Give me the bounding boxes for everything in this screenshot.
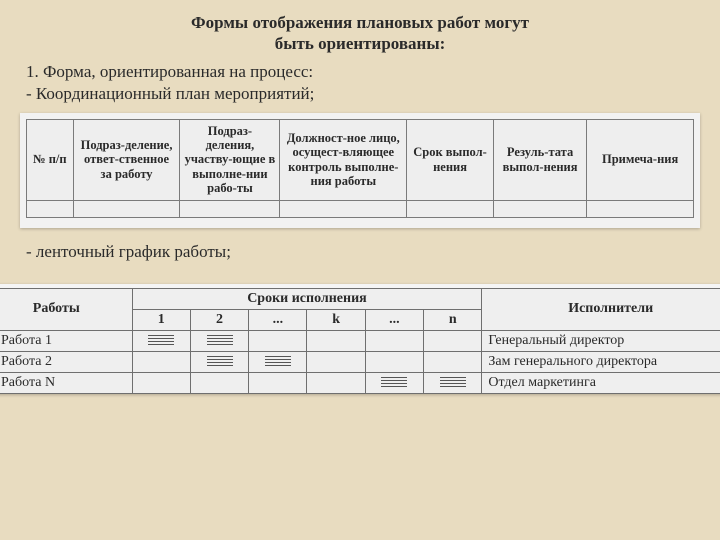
- table-row: 1. Работа 1 Генеральный директор: [0, 330, 720, 351]
- list-block: 1. Форма, ориентированная на процесс: - …: [20, 61, 700, 105]
- item1-num: 1.: [26, 62, 39, 81]
- gantt-cell: [249, 330, 307, 351]
- col-sroki-header: Сроки исполнения: [132, 288, 482, 309]
- time-col-header: ...: [249, 309, 307, 330]
- table1-empty-cell: [180, 200, 280, 217]
- table1-empty-cell: [73, 200, 180, 217]
- table1-empty-cell: [407, 200, 494, 217]
- table1-col-header: Резуль-тата выпол-нения: [493, 119, 586, 200]
- time-col-header: ...: [365, 309, 423, 330]
- gantt-cell: [132, 330, 190, 351]
- table1-empty-cell: [493, 200, 586, 217]
- table1-empty-cell: [280, 200, 407, 217]
- table1-container: № п/пПодраз-деление, ответ-ственное за р…: [20, 113, 700, 228]
- gantt-cell: [190, 351, 248, 372]
- mid-dash: -: [26, 242, 32, 261]
- work-label-cell: 2. Работа 2: [0, 351, 132, 372]
- table2-container: Работы Сроки исполнения Исполнители 12..…: [0, 284, 720, 394]
- item1-sub-dash: -: [26, 84, 32, 103]
- gantt-cell: [307, 351, 365, 372]
- table1-col-header: Подраз-деления, участву-ющие в выполне-н…: [180, 119, 280, 200]
- col-works-header: Работы: [0, 288, 132, 330]
- col-exec-header: Исполнители: [482, 288, 720, 330]
- gantt-cell: [365, 330, 423, 351]
- table1-col-header: Подраз-деление, ответ-ственное за работу: [73, 119, 180, 200]
- gantt-bar: [381, 377, 407, 387]
- table1-header-row: № п/пПодраз-деление, ответ-ственное за р…: [27, 119, 694, 200]
- gantt-bar: [207, 335, 233, 345]
- mid-list-item: - ленточный график работы;: [26, 242, 700, 262]
- table-row: 3. Работа N Отдел маркетинга: [0, 372, 720, 393]
- gantt-cell: [132, 351, 190, 372]
- gantt-bar: [265, 356, 291, 366]
- gantt-cell: [365, 351, 423, 372]
- gantt-bar: [207, 356, 233, 366]
- table1-empty-cell: [27, 200, 74, 217]
- table2-header-row-1: Работы Сроки исполнения Исполнители: [0, 288, 720, 309]
- time-col-header: n: [424, 309, 482, 330]
- item1-sub-text: Координационный план мероприятий;: [36, 84, 314, 103]
- gantt-cell: [190, 330, 248, 351]
- gantt-cell: [190, 372, 248, 393]
- gantt-cell: [249, 372, 307, 393]
- time-col-header: 1: [132, 309, 190, 330]
- work-label-cell: 3. Работа N: [0, 372, 132, 393]
- table1-col-header: Срок выпол-нения: [407, 119, 494, 200]
- gantt-cell: [424, 372, 482, 393]
- gantt-cell: [249, 351, 307, 372]
- title-line-1: Формы отображения плановых работ могут: [191, 13, 529, 32]
- gantt-cell: [424, 351, 482, 372]
- table-row: 2. Работа 2 Зам генерального директора: [0, 351, 720, 372]
- gantt-cell: [307, 330, 365, 351]
- coordination-plan-table: № п/пПодраз-деление, ответ-ственное за р…: [26, 119, 694, 218]
- gantt-cell: [424, 330, 482, 351]
- time-col-header: k: [307, 309, 365, 330]
- page-title: Формы отображения плановых работ могут б…: [20, 12, 700, 55]
- title-line-2: быть ориентированы:: [275, 34, 446, 53]
- table1-col-header: Должност-ное лицо, осущест-вляющее контр…: [280, 119, 407, 200]
- gantt-bar: [148, 335, 174, 345]
- gantt-cell: [132, 372, 190, 393]
- work-label-cell: 1. Работа 1: [0, 330, 132, 351]
- gantt-bar: [440, 377, 466, 387]
- executor-cell: Генеральный директор: [482, 330, 720, 351]
- executor-cell: Зам генерального директора: [482, 351, 720, 372]
- table1-empty-cell: [587, 200, 694, 217]
- gantt-cell: [365, 372, 423, 393]
- executor-cell: Отдел маркетинга: [482, 372, 720, 393]
- table1-col-header: Примеча-ния: [587, 119, 694, 200]
- table1-body-row: [27, 200, 694, 217]
- mid-text-span: ленточный график работы;: [36, 242, 231, 261]
- gantt-table: Работы Сроки исполнения Исполнители 12..…: [0, 288, 720, 394]
- table1-col-header: № п/п: [27, 119, 74, 200]
- item1-text: Форма, ориентированная на процесс:: [43, 62, 313, 81]
- time-col-header: 2: [190, 309, 248, 330]
- gantt-cell: [307, 372, 365, 393]
